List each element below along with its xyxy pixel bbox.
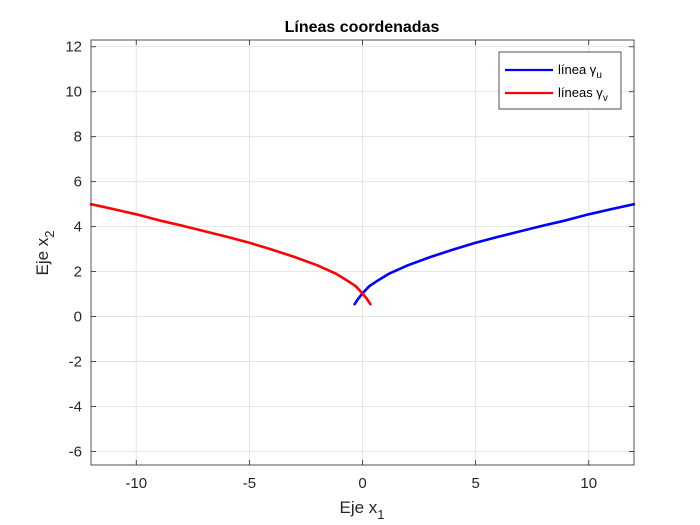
y-tick-label: 12 <box>65 39 82 56</box>
y-tick-label: 6 <box>74 174 82 191</box>
x-axis-label-base: Eje x <box>339 498 377 517</box>
y-tick-label: 10 <box>65 84 82 101</box>
x-axis-label: Eje x1 <box>339 498 384 522</box>
y-tick-label: 0 <box>74 309 82 326</box>
series-line-gamma-v <box>89 202 372 306</box>
y-tick-label: 4 <box>74 219 82 236</box>
legend-label-gamma-v-base: líneas γ <box>558 85 603 100</box>
y-tick-label: 2 <box>74 264 82 281</box>
y-tick-label: 8 <box>74 129 82 146</box>
legend-label-gamma-u: línea γu <box>558 62 602 81</box>
legend: línea γu líneas γv <box>498 51 622 110</box>
series-group <box>89 202 636 306</box>
legend-label-gamma-u-subscript: u <box>596 70 602 81</box>
series-line-gamma-u <box>353 202 636 306</box>
x-tick-label: 10 <box>580 475 597 492</box>
y-axis-label: Eje x2 <box>33 230 57 275</box>
y-tick-label: -2 <box>69 354 82 371</box>
legend-label-gamma-v-subscript: v <box>603 93 608 104</box>
y-tick-label: -6 <box>69 444 82 461</box>
legend-label-gamma-u-base: línea γ <box>558 62 597 77</box>
y-axis: -6 -4 -2 0 2 4 6 8 10 12 <box>65 39 634 461</box>
y-axis-label-subscript: 2 <box>42 230 57 237</box>
x-axis-label-subscript: 1 <box>377 507 384 522</box>
legend-box <box>498 51 622 110</box>
x-tick-label: 5 <box>471 475 479 492</box>
x-tick-label: -5 <box>243 475 256 492</box>
y-tick-label: -4 <box>69 399 82 416</box>
x-tick-label: 0 <box>358 475 366 492</box>
y-axis-label-base: Eje x <box>33 237 52 275</box>
legend-label-gamma-v: líneas γv <box>558 85 608 104</box>
chart-title: Líneas coordenadas <box>285 19 440 36</box>
x-axis: -10 -5 0 5 10 <box>125 40 597 492</box>
x-tick-label: -10 <box>125 475 147 492</box>
